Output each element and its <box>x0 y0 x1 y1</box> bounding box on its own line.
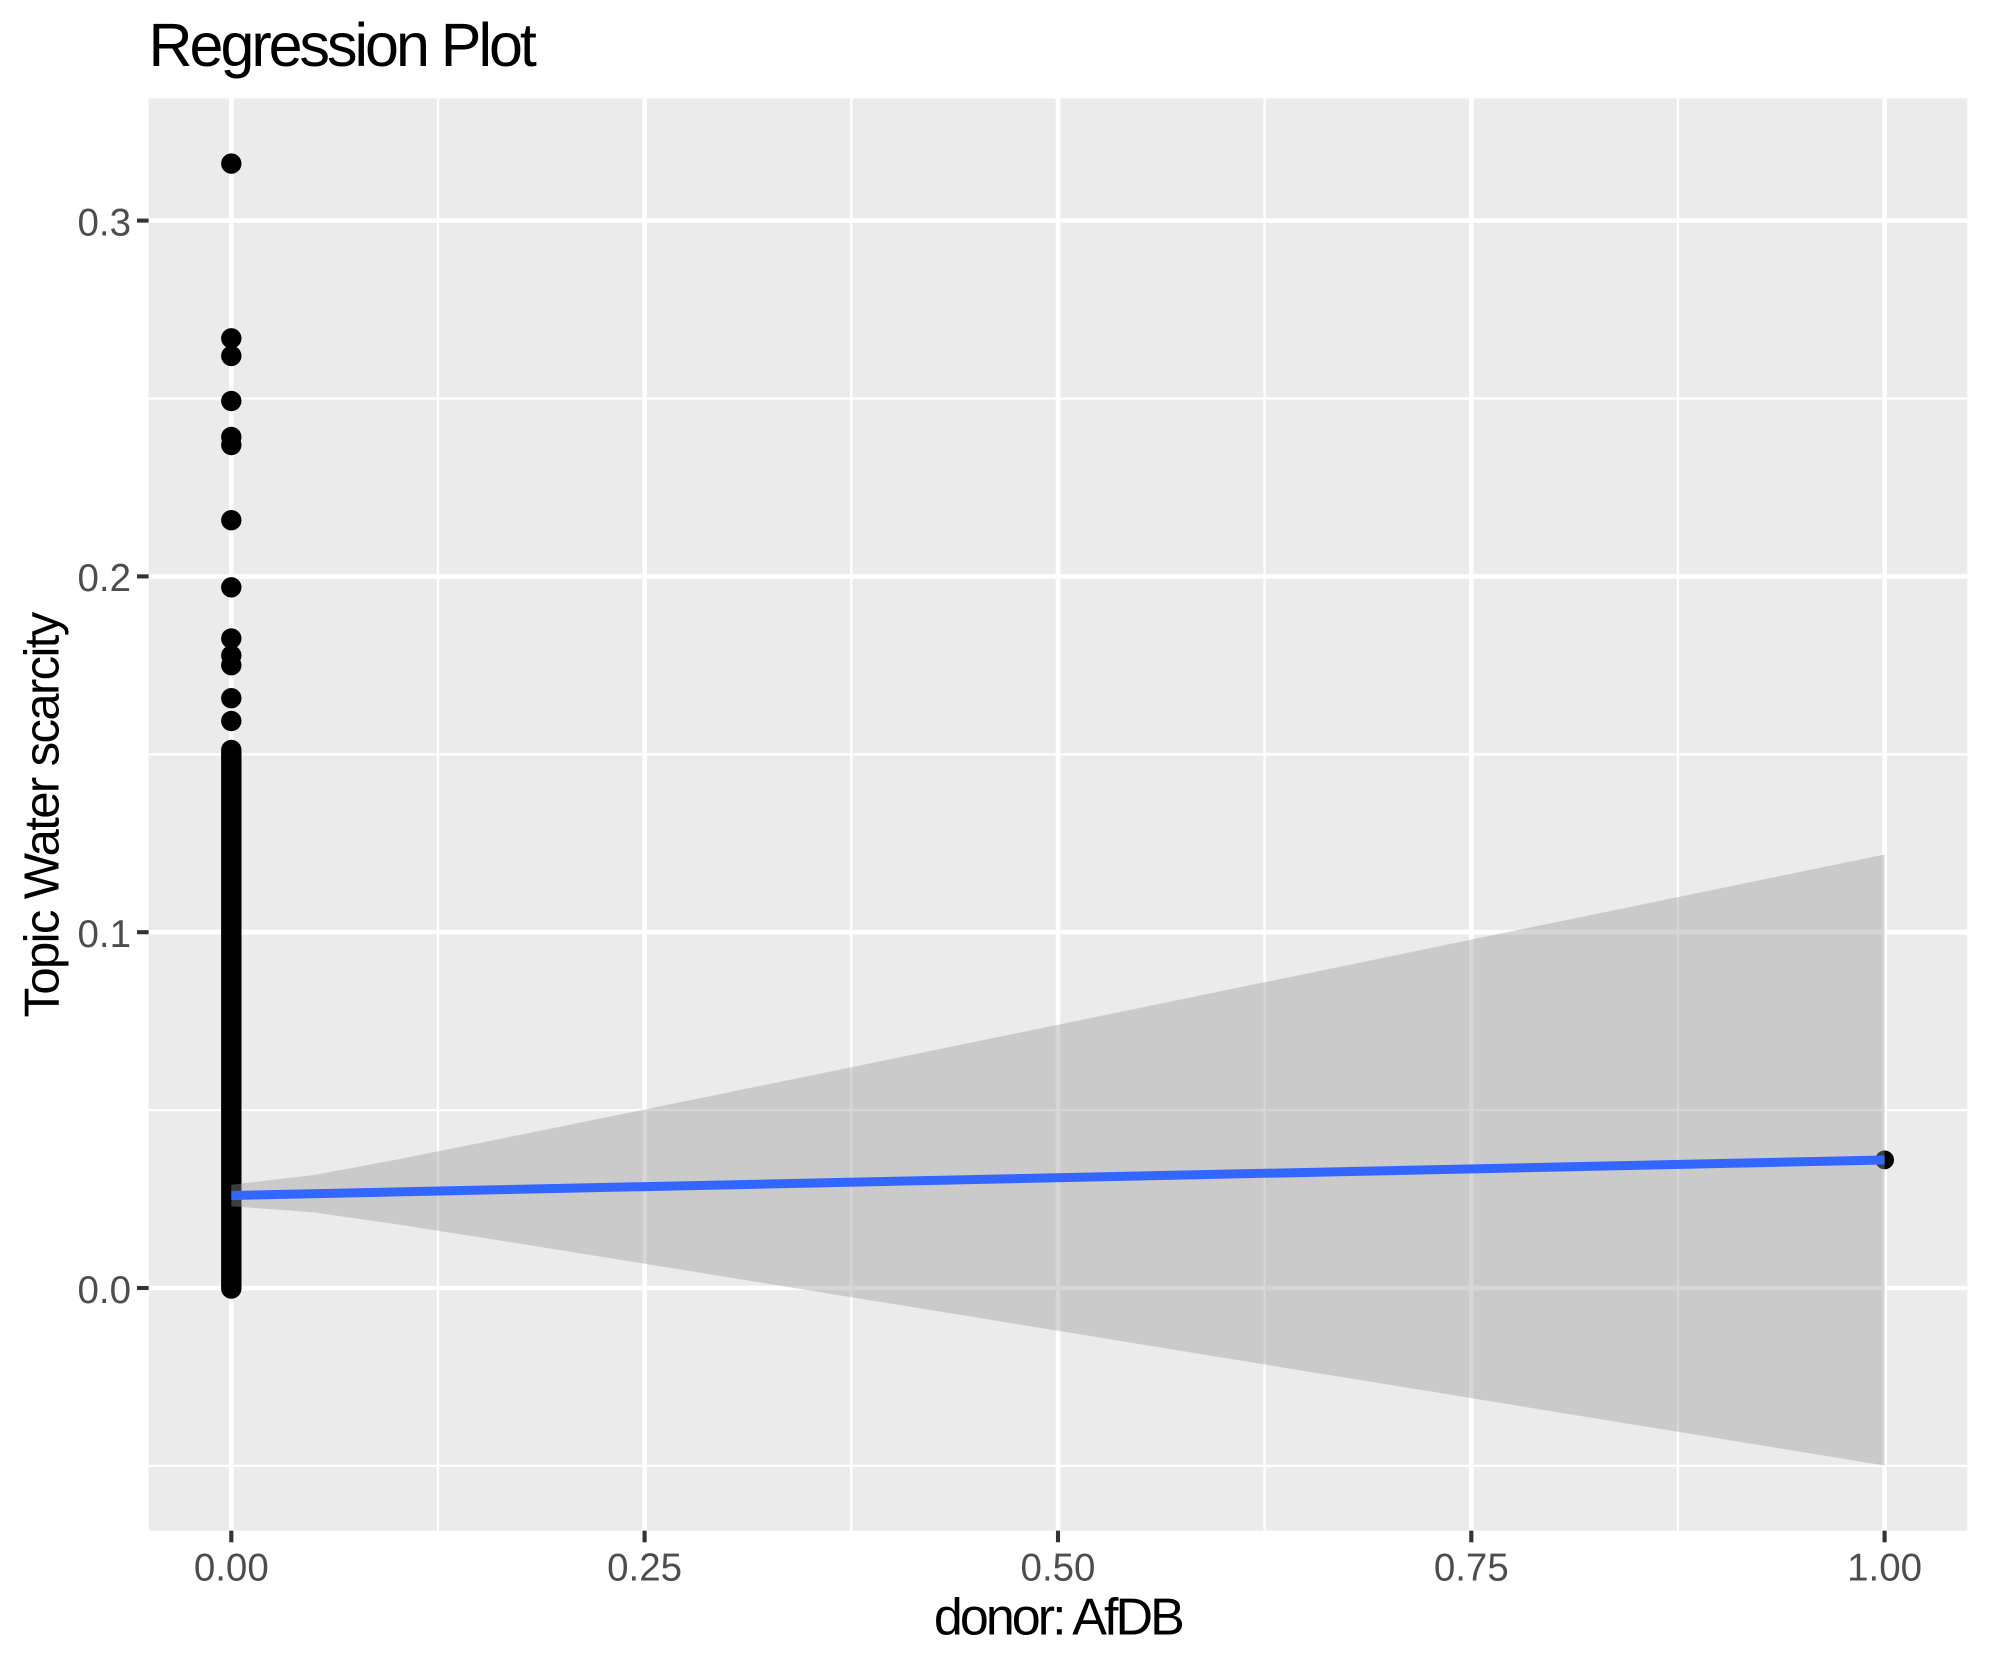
svg-text:donor: AfDB: donor: AfDB <box>934 1589 1182 1647</box>
svg-text:0.0: 0.0 <box>77 1269 131 1312</box>
svg-text:0.3: 0.3 <box>77 201 131 244</box>
svg-text:0.50: 0.50 <box>1021 1547 1096 1590</box>
svg-text:Regression Plot: Regression Plot <box>149 11 537 79</box>
svg-text:1.00: 1.00 <box>1847 1547 1922 1590</box>
svg-text:0.75: 0.75 <box>1434 1547 1509 1590</box>
svg-text:Topic Water scarcity: Topic Water scarcity <box>16 611 70 1017</box>
svg-text:0.1: 0.1 <box>77 913 131 956</box>
svg-text:0.25: 0.25 <box>607 1547 682 1590</box>
svg-text:0.00: 0.00 <box>194 1547 269 1590</box>
svg-text:0.2: 0.2 <box>77 557 131 600</box>
